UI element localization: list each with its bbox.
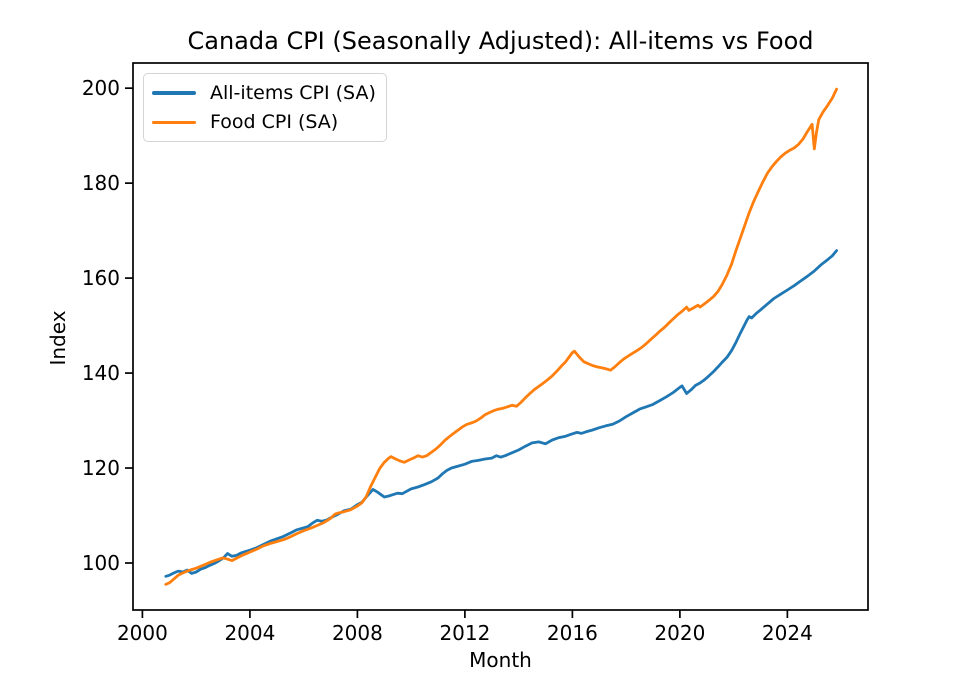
chart-title: Canada CPI (Seasonally Adjusted): All-it… <box>187 27 814 55</box>
legend-line-sample-all-items <box>152 91 196 95</box>
x-tick-label-2016: 2016 <box>547 621 598 645</box>
x-tick-label-2024: 2024 <box>762 621 813 645</box>
y-tick-label-100: 100 <box>82 551 120 575</box>
legend-item-food: Food CPI (SA) <box>152 111 378 133</box>
series-line-food-cpi-sa <box>164 87 838 586</box>
y-tick-label-140: 140 <box>82 361 120 385</box>
y-tick-label-180: 180 <box>82 171 120 195</box>
x-tick-label-2008: 2008 <box>332 621 383 645</box>
x-tick-label-2020: 2020 <box>654 621 705 645</box>
x-tick-label-2012: 2012 <box>439 621 490 645</box>
series-line-all-items-cpi-sa <box>164 249 838 578</box>
legend-label-food: Food CPI (SA) <box>210 111 339 134</box>
y-tick-label-160: 160 <box>82 266 120 290</box>
legend-label-all-items: All-items CPI (SA) <box>210 81 376 104</box>
y-axis-label: Index <box>46 310 70 366</box>
x-tick-label-2004: 2004 <box>224 621 275 645</box>
y-tick-label-200: 200 <box>82 76 120 100</box>
legend-item-all-items: All-items CPI (SA) <box>152 82 378 104</box>
x-axis-label: Month <box>469 648 532 672</box>
y-tick-label-120: 120 <box>82 456 120 480</box>
legend-line-sample-food <box>152 120 196 124</box>
plot-border <box>132 62 869 611</box>
legend: All-items CPI (SA) Food CPI (SA) <box>143 73 387 142</box>
x-tick-label-2000: 2000 <box>117 621 168 645</box>
